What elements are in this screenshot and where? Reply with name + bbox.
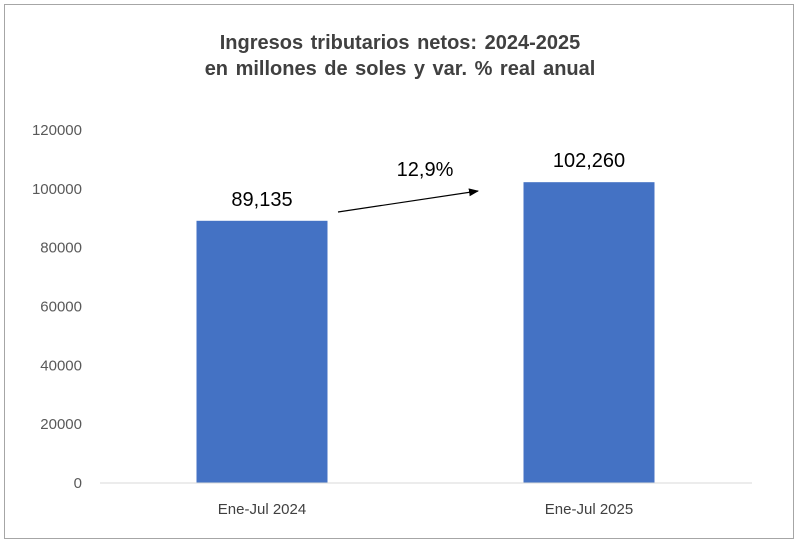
y-tick-label: 40000 [40,357,82,374]
chart-title: Ingresos tributarios netos: 2024-2025 en… [0,30,800,82]
bar-data-label: 102,260 [553,150,625,172]
y-tick-label: 60000 [40,299,82,316]
y-tick-label: 0 [74,475,82,492]
chart-frame [4,4,794,539]
y-tick-label: 120000 [32,122,82,139]
x-category-label: Ene-Jul 2024 [218,501,306,518]
y-tick-label: 80000 [40,240,82,257]
y-tick-label: 100000 [32,181,82,198]
y-axis-ticks: 0 20000 40000 60000 80000 100000 120000 [32,122,82,492]
bar-data-label: 89,135 [231,189,292,211]
bar [523,182,655,483]
bar [196,220,328,483]
growth-arrow [337,188,479,213]
data-labels: 89,135 102,260 [231,150,625,211]
x-axis-categories: Ene-Jul 2024 Ene-Jul 2025 [218,501,633,518]
bars [196,182,655,483]
chart-title-line2: en millones de soles y var. % real anual [204,58,596,80]
x-category-label: Ene-Jul 2025 [545,501,633,518]
y-tick-label: 20000 [40,416,82,433]
chart-title-line1: Ingresos tributarios netos: 2024-2025 [219,32,581,54]
growth-annotation: 12,9% [397,159,454,181]
